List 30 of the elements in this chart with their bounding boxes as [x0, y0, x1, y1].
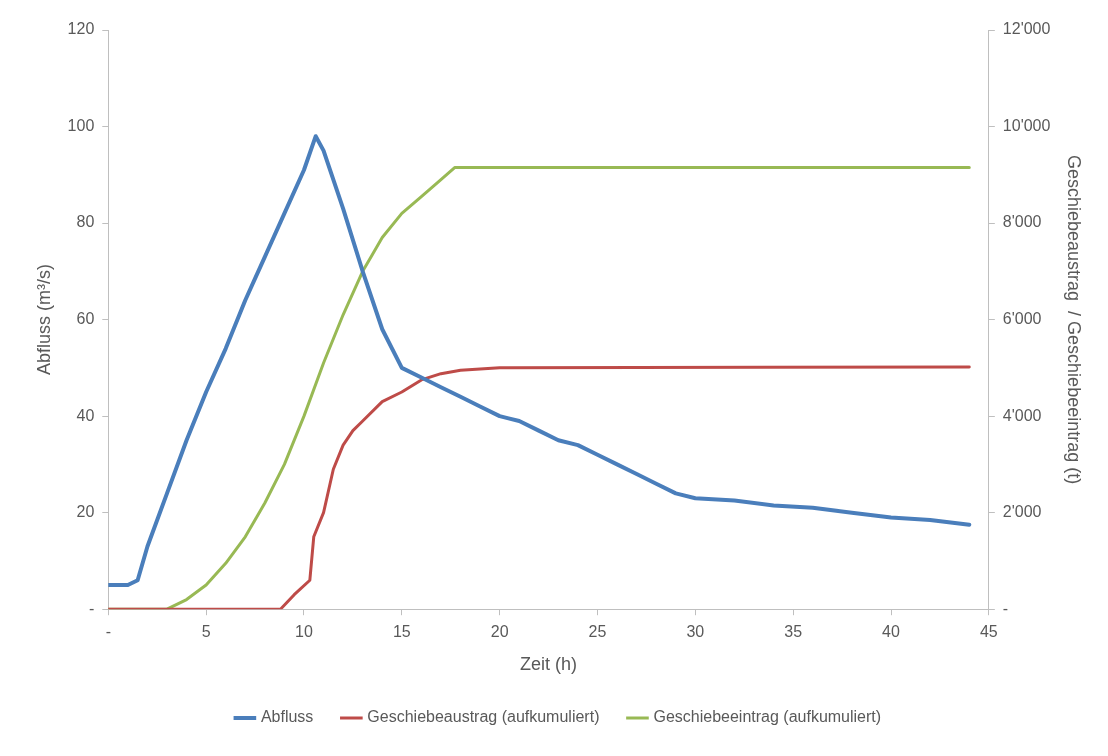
x-tick-label: 5: [201, 623, 211, 641]
legend-label: Geschiebeeintrag (aufkumuliert): [653, 708, 882, 726]
y2-tick-label: -: [1002, 599, 1009, 617]
x-axis-title: Zeit (h): [520, 654, 578, 675]
y-tick-label: 60: [76, 310, 95, 328]
y2-tick-label: 4'000: [1002, 406, 1042, 424]
y2-tick-label: 12'000: [1002, 20, 1051, 38]
x-tick-label: 10: [295, 623, 313, 641]
x-tick-label: 15: [392, 623, 411, 641]
x-tick-label: 45: [979, 623, 998, 641]
y2-tick-label: 8'000: [1002, 213, 1042, 231]
y-tick-label: 40: [76, 406, 95, 424]
y-axis-title: Abfluss (m³/s): [33, 264, 54, 376]
y2-tick-label: 10'000: [1002, 116, 1051, 134]
x-tick-label: 35: [784, 623, 803, 641]
x-tick-label: 20: [490, 623, 509, 641]
y-tick-label: -: [88, 599, 95, 617]
y2-axis-title: Geschiebeaustrag / Geschiebeeintrag (t): [1064, 155, 1085, 485]
y-tick-label: 120: [67, 20, 95, 38]
y-tick-label: 100: [67, 116, 95, 134]
x-tick-label: -: [105, 623, 111, 641]
y-tick-label: 80: [76, 213, 95, 231]
x-tick-label: 30: [686, 623, 705, 641]
legend-label: Geschiebeaustrag (aufkumuliert): [367, 708, 600, 726]
y-tick-label: 20: [76, 503, 95, 521]
y2-tick-label: 6'000: [1002, 310, 1042, 328]
legend-label: Abfluss: [260, 708, 314, 726]
y2-tick-label: 2'000: [1002, 503, 1042, 521]
x-tick-label: 25: [588, 623, 607, 641]
x-tick-label: 40: [882, 623, 901, 641]
